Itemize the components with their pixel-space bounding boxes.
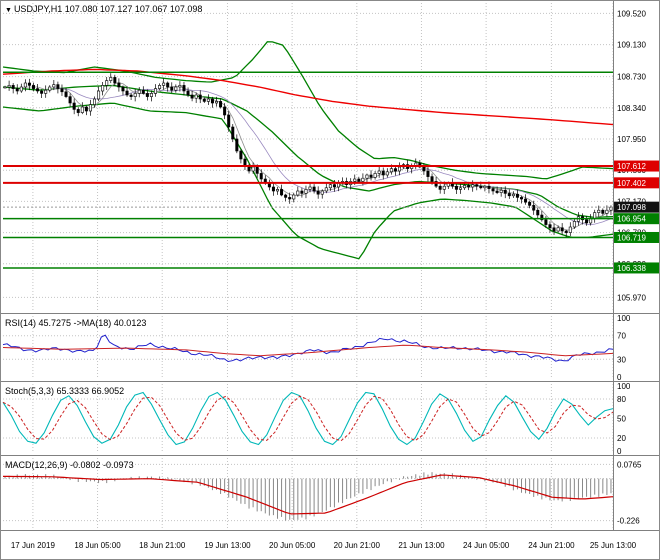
time-axis[interactable] (1, 531, 659, 559)
svg-text:106.719: 106.719 (617, 233, 646, 242)
svg-text:17 Jun 2019: 17 Jun 2019 (11, 541, 56, 550)
svg-text:19 Jun 13:00: 19 Jun 13:00 (204, 541, 251, 550)
svg-text:18 Jun 21:00: 18 Jun 21:00 (139, 541, 186, 550)
svg-text:0: 0 (617, 447, 622, 456)
svg-text:100: 100 (617, 382, 631, 391)
svg-text:107.950: 107.950 (617, 135, 646, 144)
svg-text:109.130: 109.130 (617, 41, 646, 50)
svg-text:21 Jun 13:00: 21 Jun 13:00 (398, 541, 445, 550)
svg-text:107.098: 107.098 (617, 203, 646, 212)
main-chart-area[interactable] (1, 1, 613, 312)
rsi-panel-area[interactable] (1, 316, 613, 380)
svg-text:20: 20 (617, 434, 626, 443)
svg-text:25 Jun 13:00: 25 Jun 13:00 (590, 541, 637, 550)
svg-text:105.970: 105.970 (617, 293, 646, 302)
svg-text:24 Jun 21:00: 24 Jun 21:00 (528, 541, 575, 550)
svg-text:70: 70 (617, 332, 626, 341)
svg-text:30: 30 (617, 355, 626, 364)
svg-text:0: 0 (617, 373, 622, 382)
price-axis[interactable] (614, 1, 659, 531)
svg-text:107.402: 107.402 (617, 179, 646, 188)
svg-text:24 Jun 05:00: 24 Jun 05:00 (463, 541, 510, 550)
macd-panel-area[interactable] (1, 458, 613, 529)
svg-text:108.340: 108.340 (617, 104, 646, 113)
svg-text:20 Jun 05:00: 20 Jun 05:00 (269, 541, 316, 550)
svg-text:106.954: 106.954 (617, 215, 646, 224)
svg-text:107.612: 107.612 (617, 162, 646, 171)
svg-text:-0.226: -0.226 (617, 517, 640, 526)
svg-text:100: 100 (617, 314, 631, 323)
stoch-panel-area[interactable] (1, 384, 613, 454)
svg-text:20 Jun 21:00: 20 Jun 21:00 (334, 541, 381, 550)
svg-text:108.730: 108.730 (617, 73, 646, 82)
svg-text:18 Jun 05:00: 18 Jun 05:00 (74, 541, 121, 550)
svg-text:50: 50 (617, 415, 626, 424)
svg-text:109.520: 109.520 (617, 9, 646, 18)
svg-text:106.338: 106.338 (617, 264, 646, 273)
svg-text:80: 80 (617, 395, 626, 404)
svg-text:0.0765: 0.0765 (617, 460, 642, 469)
